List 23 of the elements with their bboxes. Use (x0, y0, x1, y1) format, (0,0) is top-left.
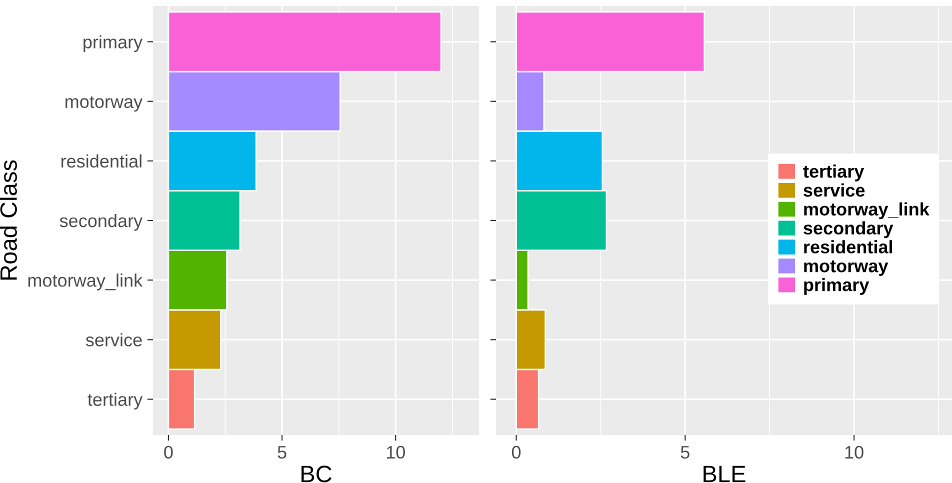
x-tick-label: 5 (278, 446, 286, 459)
x-tick-label: 10 (845, 446, 864, 459)
legend-label: secondary (804, 221, 894, 238)
x-axis-title: BC (302, 466, 332, 482)
legend-label: residential (804, 240, 892, 254)
x-tick-label: 10 (386, 446, 405, 459)
y-tick-label: secondary (60, 214, 143, 231)
x-tick-label: 5 (680, 446, 690, 459)
y-tick-label: primary (84, 35, 143, 52)
legend-label: service (804, 183, 865, 197)
legend-label: tertiary (803, 164, 864, 182)
y-axis-title: Road Class (0, 160, 17, 280)
legend-label: motorway_link (804, 202, 930, 220)
x-tick-label: 0 (512, 446, 521, 459)
x-tick-label: 0 (164, 446, 173, 459)
legend-label: motorway (804, 260, 888, 276)
legend-label: primary (804, 278, 870, 295)
y-tick-label: motorway_link (28, 274, 143, 290)
y-tick-label: service (86, 333, 142, 346)
y-tick-label: residential (61, 154, 142, 168)
y-tick-label: tertiary (88, 392, 143, 410)
x-axis-title: BLE (704, 466, 746, 482)
y-tick-label: motorway (66, 96, 143, 112)
